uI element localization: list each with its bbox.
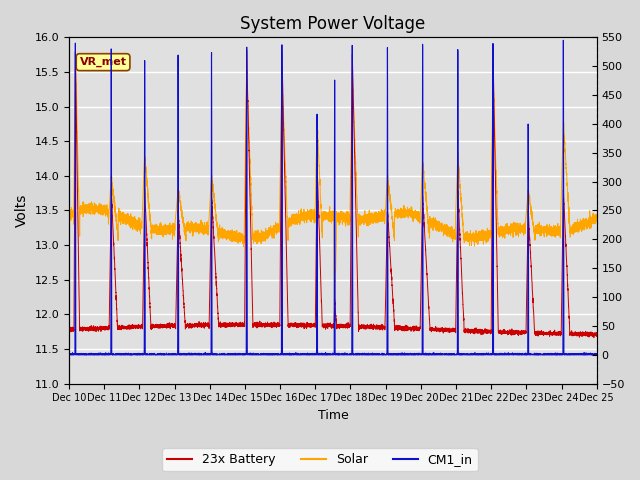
Y-axis label: Volts: Volts — [15, 194, 29, 227]
Text: VR_met: VR_met — [79, 57, 127, 67]
X-axis label: Time: Time — [317, 409, 348, 422]
Legend: 23x Battery, Solar, CM1_in: 23x Battery, Solar, CM1_in — [163, 448, 477, 471]
Title: System Power Voltage: System Power Voltage — [240, 15, 426, 33]
